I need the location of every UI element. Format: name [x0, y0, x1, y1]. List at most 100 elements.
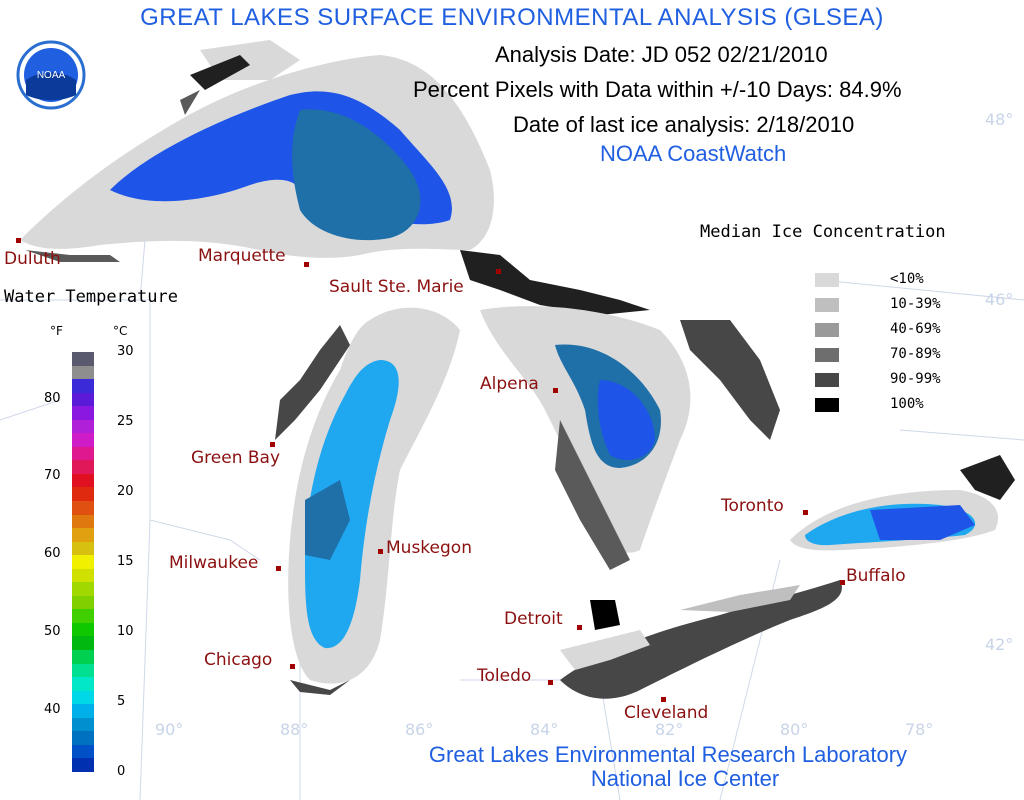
city-label-marquette: Marquette: [198, 246, 286, 266]
city-label-detroit: Detroit: [504, 609, 563, 629]
temperature-swatch: [72, 744, 94, 759]
lon-label: 84°: [530, 720, 559, 739]
city-marker: [304, 262, 309, 267]
temperature-swatch: [72, 758, 94, 772]
ice-legend-swatch: [815, 273, 839, 287]
fahrenheit-tick-label: 50: [44, 624, 61, 639]
temperature-swatch: [72, 704, 94, 718]
lon-label: 90°: [155, 720, 184, 739]
temperature-swatch: [72, 609, 94, 623]
percent-pixels: Percent Pixels with Data within +/-10 Da…: [413, 77, 902, 102]
temperature-swatch: [72, 555, 94, 569]
celsius-tick-label: 30: [117, 344, 134, 359]
city-label-toledo: Toledo: [477, 666, 532, 686]
lat-label: 48°: [985, 110, 1014, 129]
fahrenheit-tick-label: 40: [44, 701, 61, 717]
noaa-logo-text: NOAA: [37, 70, 66, 81]
unit-fahrenheit: °F: [50, 324, 63, 338]
temperature-swatch: [72, 352, 94, 366]
temperature-swatch: [72, 528, 94, 542]
lon-label: 80°: [780, 720, 809, 739]
temperature-swatch: [72, 731, 94, 745]
temperature-swatch: [72, 690, 94, 705]
lake-st-clair: [590, 600, 620, 630]
city-marker: [803, 510, 808, 515]
lake-ontario: [790, 455, 1015, 551]
temperature-swatch: [72, 514, 94, 529]
lon-label: 86°: [405, 720, 434, 739]
temperature-swatch: [72, 379, 94, 393]
ice-legend-swatch: [815, 298, 839, 312]
city-label-sault-ste-marie: Sault Ste. Marie: [329, 277, 464, 297]
city-marker: [496, 269, 501, 274]
lake-huron: [480, 306, 780, 570]
temperature-swatch: [72, 392, 94, 407]
fahrenheit-tick-label: 70: [44, 468, 61, 484]
celsius-tick-label: 0: [117, 764, 126, 779]
celsius-tick-label: 10: [117, 624, 134, 639]
temperature-swatch: [72, 501, 94, 515]
temperature-swatch: [72, 487, 94, 502]
city-label-muskegon: Muskegon: [386, 538, 472, 558]
fahrenheit-tick-label: 80: [44, 390, 61, 406]
temperature-swatch: [72, 636, 94, 651]
temp-legend-title: Water Temperature: [4, 287, 178, 307]
source-label: NOAA CoastWatch: [600, 141, 787, 166]
lake-michigan: [275, 307, 460, 695]
ice-legend-label: 40-69%: [890, 321, 941, 337]
noaa-logo: NOAA: [16, 40, 86, 110]
city-label-cleveland: Cleveland: [624, 703, 709, 723]
unit-celsius: °C: [113, 324, 128, 338]
city-marker: [290, 664, 295, 669]
lon-label: 88°: [280, 720, 309, 739]
lon-label: 82°: [655, 720, 684, 739]
temperature-swatch: [72, 406, 94, 420]
city-label-duluth: Duluth: [4, 249, 61, 269]
lon-label: 78°: [905, 720, 934, 739]
city-marker: [548, 680, 553, 685]
ice-legend-label: 90-99%: [890, 371, 941, 387]
temperature-swatch: [72, 365, 94, 380]
temperature-swatch: [72, 595, 94, 610]
city-label-chicago: Chicago: [204, 650, 273, 670]
temperature-swatch: [72, 433, 94, 447]
celsius-tick-label: 15: [117, 554, 134, 569]
city-marker: [16, 238, 21, 243]
ice-legend-label: <10%: [890, 271, 924, 287]
temperature-swatch: [72, 582, 94, 596]
city-marker: [276, 566, 281, 571]
analysis-date: Analysis Date: JD 052 02/21/2010: [495, 42, 828, 67]
footer-nic: National Ice Center: [590, 766, 780, 791]
ice-legend-label: 10-39%: [890, 296, 941, 312]
st-marys-region: [460, 250, 650, 315]
city-marker: [270, 442, 275, 447]
ice-legend-label: 100%: [890, 396, 924, 412]
city-label-milwaukee: Milwaukee: [169, 553, 259, 573]
ice-legend-swatch: [815, 323, 839, 337]
lake-superior: [20, 40, 494, 262]
page-title: GREAT LAKES SURFACE ENVIRONMENTAL ANALYS…: [140, 4, 884, 31]
fahrenheit-tick-label: 60: [44, 546, 61, 562]
ice-legend-swatch: [815, 398, 839, 412]
temperature-swatch: [72, 650, 94, 664]
ice-legend-swatch: [815, 373, 839, 387]
city-marker: [577, 625, 582, 630]
temperature-swatch: [72, 473, 94, 488]
temperature-swatch: [72, 717, 94, 732]
temperature-color-bar: [72, 352, 94, 772]
temperature-swatch: [72, 663, 94, 678]
temperature-swatch: [72, 541, 94, 556]
ice-legend-swatch: [815, 348, 839, 362]
celsius-tick-label: 5: [117, 694, 126, 709]
city-label-buffalo: Buffalo: [846, 566, 906, 586]
city-marker: [661, 697, 666, 702]
city-label-alpena: Alpena: [480, 374, 539, 394]
city-marker: [553, 388, 558, 393]
temperature-swatch: [72, 568, 94, 583]
temperature-swatch: [72, 419, 94, 434]
ice-analysis-date: Date of last ice analysis: 2/18/2010: [513, 112, 855, 137]
celsius-tick-label: 25: [117, 414, 134, 429]
city-marker: [840, 580, 845, 585]
city-label-green-bay: Green Bay: [191, 448, 281, 468]
